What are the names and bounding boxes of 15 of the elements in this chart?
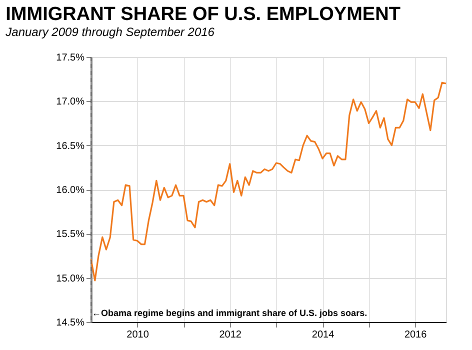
x-tick-label: 2012: [219, 330, 242, 340]
x-tick-label: 2010: [126, 330, 150, 340]
y-tick-label: 17.5%: [56, 52, 85, 64]
y-tick-label: 14.5%: [56, 318, 85, 328]
ref-line-label: ←Obama regime begins and immigrant share of U.S. jobs soars.: [92, 308, 368, 318]
x-tick-label: 2014: [312, 330, 335, 340]
chart-title: IMMIGRANT SHARE OF U.S. EMPLOYMENT: [6, 4, 401, 25]
y-tick-label: 16.0%: [56, 185, 85, 196]
line-series: [90, 82, 447, 282]
y-tick-label: 15.5%: [56, 229, 85, 240]
y-tick-label: 17.0%: [56, 96, 85, 108]
y-tick-label: 16.5%: [56, 140, 85, 152]
x-tick-label: 2016: [404, 330, 428, 340]
y-tick-label: 15.0%: [56, 273, 85, 284]
chart-subtitle: January 2009 through September 2016: [4, 25, 215, 39]
